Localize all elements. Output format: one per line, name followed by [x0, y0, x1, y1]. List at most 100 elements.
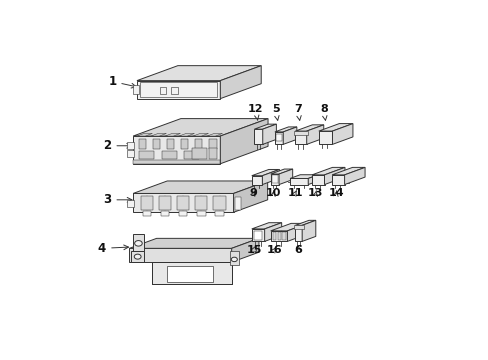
Polygon shape — [318, 131, 332, 144]
Polygon shape — [318, 123, 352, 131]
Bar — [208, 139, 216, 149]
Text: 14: 14 — [328, 188, 344, 198]
Bar — [133, 85, 139, 94]
Polygon shape — [254, 129, 262, 144]
Polygon shape — [251, 223, 281, 229]
Bar — [159, 196, 171, 210]
Polygon shape — [295, 225, 302, 242]
Polygon shape — [324, 167, 344, 185]
Polygon shape — [331, 167, 365, 175]
Text: 9: 9 — [249, 188, 257, 198]
Polygon shape — [131, 251, 144, 262]
Bar — [213, 196, 225, 210]
Polygon shape — [164, 134, 180, 136]
Polygon shape — [289, 175, 318, 179]
Polygon shape — [270, 169, 292, 174]
Polygon shape — [179, 134, 194, 136]
Bar — [127, 200, 134, 207]
Bar — [195, 139, 202, 149]
Polygon shape — [274, 132, 283, 144]
Bar — [133, 234, 143, 251]
Bar — [272, 232, 275, 240]
Bar — [197, 211, 205, 216]
Bar — [141, 196, 153, 210]
Text: 7: 7 — [293, 104, 301, 120]
Bar — [166, 139, 174, 149]
Text: 1: 1 — [108, 75, 136, 88]
Polygon shape — [274, 127, 296, 132]
Bar — [140, 82, 217, 97]
Polygon shape — [137, 134, 152, 136]
Polygon shape — [270, 231, 287, 242]
Bar — [171, 87, 178, 94]
Bar — [208, 148, 216, 159]
Polygon shape — [331, 175, 344, 185]
Polygon shape — [270, 174, 279, 185]
Polygon shape — [311, 175, 324, 185]
Polygon shape — [193, 134, 208, 136]
Bar — [159, 87, 166, 94]
Bar — [179, 211, 187, 216]
Text: 8: 8 — [319, 104, 327, 120]
Polygon shape — [231, 238, 259, 262]
Polygon shape — [332, 123, 352, 144]
Polygon shape — [251, 176, 262, 185]
Text: 11: 11 — [286, 188, 302, 198]
Bar — [293, 225, 303, 229]
Polygon shape — [133, 118, 267, 136]
Polygon shape — [206, 134, 222, 136]
Polygon shape — [254, 124, 276, 129]
Text: 5: 5 — [271, 104, 279, 120]
Polygon shape — [251, 229, 264, 242]
Bar — [215, 211, 223, 216]
Text: 12: 12 — [247, 104, 263, 120]
Bar — [139, 139, 146, 149]
Bar — [152, 262, 231, 284]
Polygon shape — [152, 262, 231, 284]
Polygon shape — [262, 170, 279, 185]
Polygon shape — [283, 127, 296, 144]
Polygon shape — [137, 81, 220, 99]
Bar — [181, 139, 188, 149]
Text: 4: 4 — [98, 242, 128, 255]
Polygon shape — [151, 134, 166, 136]
Polygon shape — [133, 181, 267, 193]
Circle shape — [134, 240, 142, 246]
Polygon shape — [307, 175, 318, 185]
Text: 13: 13 — [307, 188, 323, 198]
Polygon shape — [251, 170, 279, 176]
Polygon shape — [287, 223, 307, 242]
Polygon shape — [133, 193, 233, 212]
Bar — [282, 232, 285, 240]
Bar — [142, 211, 151, 216]
Bar — [153, 139, 160, 149]
Bar — [229, 251, 239, 265]
Text: 2: 2 — [103, 139, 131, 152]
Polygon shape — [264, 223, 281, 242]
Polygon shape — [262, 124, 276, 144]
Bar — [139, 151, 154, 159]
Text: 10: 10 — [265, 188, 281, 198]
Bar — [177, 196, 189, 210]
Bar — [271, 175, 277, 183]
Circle shape — [231, 257, 237, 262]
Bar — [127, 141, 134, 149]
Bar — [235, 197, 241, 210]
Bar — [127, 150, 134, 157]
Polygon shape — [289, 179, 307, 185]
Bar — [293, 131, 307, 135]
Polygon shape — [302, 220, 315, 242]
Text: 16: 16 — [266, 245, 282, 255]
Polygon shape — [137, 66, 261, 81]
Text: 15: 15 — [246, 245, 262, 255]
Bar — [184, 151, 199, 159]
Polygon shape — [133, 136, 220, 164]
Polygon shape — [295, 125, 323, 131]
Bar — [191, 148, 206, 159]
Bar — [161, 151, 176, 159]
Polygon shape — [306, 125, 323, 144]
Bar — [167, 266, 212, 282]
Bar — [277, 232, 280, 240]
Polygon shape — [220, 66, 261, 99]
Polygon shape — [279, 169, 292, 185]
